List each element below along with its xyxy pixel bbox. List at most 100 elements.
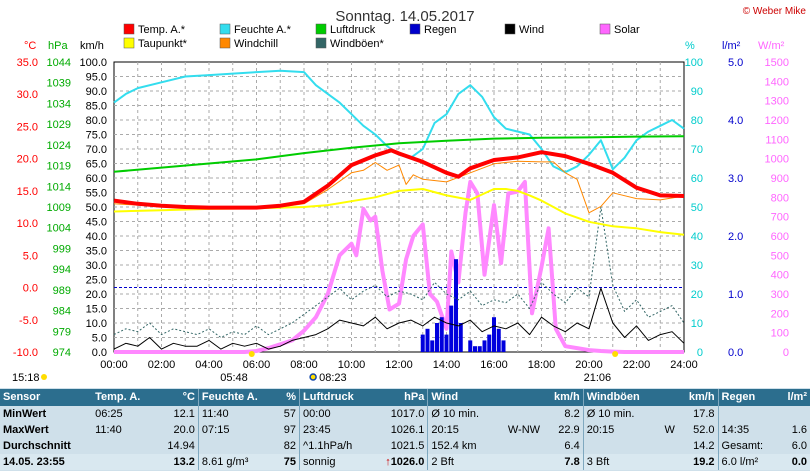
current-wind-bft: 2 Bft <box>427 454 496 470</box>
table-header: Sensor Temp. A. °C Feuchte A. % Luftdruc… <box>0 389 810 406</box>
moonrise-label: 08:23 <box>319 372 347 384</box>
header-humidity: Feuchte A. <box>197 389 277 406</box>
header-humidity-unit: % <box>276 389 300 406</box>
humidity-time: 07:15 <box>197 422 277 438</box>
wind-tick-label: 65.0 <box>86 159 107 171</box>
header-temp-unit: °C <box>155 389 199 406</box>
rain-bar <box>425 328 430 352</box>
legend-swatch <box>219 37 231 49</box>
rain-bar <box>458 323 463 352</box>
wind-tick-label: 100.0 <box>79 57 107 69</box>
humidity-tick-label: 70 <box>691 144 703 156</box>
x-tick-label: 02:00 <box>148 359 176 371</box>
wind-tick-label: 75.0 <box>86 130 107 142</box>
legend-label: Feuchte A.* <box>234 24 292 36</box>
wind-tick-label: 85.0 <box>86 101 107 113</box>
temp-unit-label: °C <box>24 40 36 52</box>
pressure-tick-label: 979 <box>53 326 71 338</box>
x-tick-label: 04:00 <box>195 359 223 371</box>
legend-label: Wind <box>519 24 544 36</box>
current-pressure-value: 1026.0 <box>390 455 425 468</box>
wind-tick-label: 70.0 <box>86 144 107 156</box>
rain-time: Gesamt: <box>717 438 778 454</box>
current-label: 14.05. 23:55 <box>0 454 93 470</box>
pressure-time: 23:45 <box>299 422 371 438</box>
wind-tick-label: 15.0 <box>86 304 107 316</box>
stats-table: Sensor Temp. A. °C Feuchte A. % Luftdruc… <box>0 389 810 470</box>
legend-swatch <box>315 23 327 35</box>
rain-tick-label: 2.0 <box>728 231 743 243</box>
humidity-value: 97 <box>283 423 297 436</box>
pressure-trend-icon: ↑ <box>385 455 391 468</box>
wind-line <box>113 287 685 350</box>
temp-tick-label: -10.0 <box>13 347 38 359</box>
wind-value: 6.4 <box>564 439 580 452</box>
rain-bar <box>439 317 444 352</box>
humidity-value: 82 <box>283 439 297 452</box>
header-gusts-unit: km/h <box>677 389 719 406</box>
wind-tick-label: 30.0 <box>86 260 107 272</box>
solar-tick-label: 600 <box>771 231 789 243</box>
temp-tick-label: 0.0 <box>23 283 38 295</box>
current-humidity: 75 <box>276 454 300 470</box>
rain-bar <box>454 259 458 352</box>
temp-tick-label: 25.0 <box>17 121 38 133</box>
rain-time <box>717 406 778 422</box>
wind-tick-label: 50.0 <box>86 202 107 214</box>
x-tick-label: 12:00 <box>385 359 413 371</box>
wind-label: 152.4 km <box>427 438 496 454</box>
gust-label: Ø 10 min. <box>582 406 658 422</box>
header-gusts: Windböen <box>582 389 658 406</box>
gust-value: 14.2 <box>693 439 715 452</box>
solar-tick-label: 800 <box>771 192 789 204</box>
gust-value: 52.0 <box>693 423 715 436</box>
wind-label: Ø 10 min. <box>427 406 496 422</box>
temp-tick-label: 10.0 <box>17 218 38 230</box>
wind-tick-label: 35.0 <box>86 246 107 258</box>
pressure-tick-label: 984 <box>53 306 71 318</box>
humidity-tick-label: 10 <box>691 318 703 330</box>
legend-swatch <box>315 37 327 49</box>
row-label: MaxWert <box>3 423 49 436</box>
rain-bar <box>501 340 506 352</box>
humidity-time: 11:40 <box>197 406 277 422</box>
legend-label: Luftdruck <box>330 24 376 36</box>
current-gust: 19.2 <box>677 454 719 470</box>
temp-time: 06:25 <box>95 407 123 420</box>
pressure-tick-label: 994 <box>53 264 71 276</box>
legend-swatch <box>504 23 516 35</box>
wind-tick-label: 40.0 <box>86 231 107 243</box>
current-wind: 7.8 <box>543 454 584 470</box>
header-pressure-unit: hPa <box>370 389 428 406</box>
pressure-line <box>113 135 685 173</box>
pressure-tick-label: 1004 <box>47 223 71 235</box>
temp-value: 12.1 <box>173 407 195 420</box>
solar-tick-label: 1200 <box>765 115 789 127</box>
pressure-value: 1026.1 <box>390 423 425 436</box>
pressure-value: 1021.5 <box>390 439 425 452</box>
x-tick-label: 18:00 <box>528 359 556 371</box>
axis-ticks: -10.0 -5.0 0.0 5.0 10.0 15.0 20.0 25.0 30.0 35.0 9… <box>13 57 789 371</box>
temp-time <box>92 438 156 454</box>
legend-label: Solar <box>614 24 640 36</box>
wind-tick-label: 95.0 <box>86 72 107 84</box>
rain-bar <box>492 317 496 352</box>
x-tick-label: 22:00 <box>623 359 651 371</box>
wind-unit-label: km/h <box>80 40 104 52</box>
pressure-unit-label: hPa <box>48 40 68 52</box>
temp-value: 14.94 <box>167 439 195 452</box>
solar-tick-label: 200 <box>771 308 789 320</box>
time-mark-label: 15:18 <box>12 372 40 384</box>
rain-value: 1.6 <box>791 423 807 436</box>
wind-tick-label: 90.0 <box>86 86 107 98</box>
humidity-tick-label: 0 <box>697 347 703 359</box>
pressure-tick-label: 1024 <box>47 140 71 152</box>
wind-tick-label: 80.0 <box>86 115 107 127</box>
wind-tick-label: 0.0 <box>92 347 107 359</box>
x-tick-label: 08:00 <box>290 359 318 371</box>
rain-value <box>778 406 810 422</box>
copyright-text: © Weber Mike <box>743 6 807 17</box>
pressure-tick-label: 1009 <box>47 202 71 214</box>
humidity-tick-label: 40 <box>691 231 703 243</box>
current-gust-bft: 3 Bft <box>582 454 658 470</box>
